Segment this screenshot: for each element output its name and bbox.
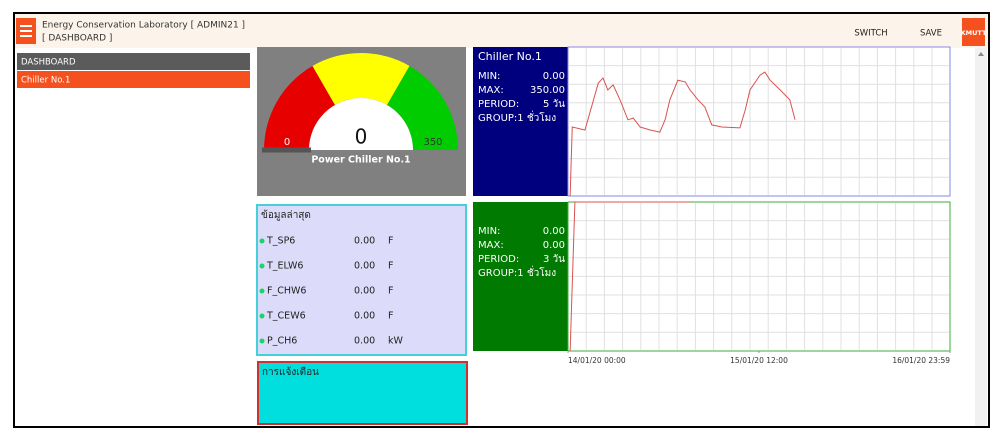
sidebar-item[interactable] <box>17 71 250 88</box>
menu-icon <box>20 25 32 37</box>
row-unit: F <box>388 311 393 322</box>
chart-info <box>473 47 568 196</box>
sidebar-header-text: DASHBOARD <box>21 58 76 68</box>
header-title: Energy Conservation Laboratory [ ADMIN21… <box>42 21 245 31</box>
stat-label: PERIOD: <box>478 254 519 265</box>
stat-value: 0.00 <box>543 240 565 251</box>
gauge-label: Power Chiller No.1 <box>311 155 410 166</box>
gauge-band <box>387 65 458 150</box>
stat-label: MAX: <box>478 240 504 251</box>
logo <box>962 18 985 46</box>
chart-group: GROUP:1 ชั่วโมง <box>478 265 556 279</box>
scrollbar[interactable] <box>975 48 987 426</box>
switch-label: SWITCH <box>854 29 887 39</box>
stat-label: MIN: <box>478 226 500 237</box>
gauge-max: 350 <box>423 137 442 148</box>
save-label: SAVE <box>920 29 942 39</box>
switch-button[interactable] <box>843 20 899 44</box>
row-name: T_CEW6 <box>266 311 306 322</box>
stat-label: PERIOD: <box>478 99 519 110</box>
status-dot <box>259 313 265 319</box>
alarm-panel <box>257 361 468 425</box>
header-bar <box>15 14 988 48</box>
row-value: 0.00 <box>354 336 375 347</box>
row-value: 0.00 <box>354 261 375 272</box>
latest-title: ข้อมูลล่าสุด <box>261 209 311 221</box>
row-name: T_ELW6 <box>266 261 303 272</box>
sidebar-header <box>17 53 250 70</box>
stat-value: 0.00 <box>543 226 565 237</box>
x-tick-label: 14/01/20 00:00 <box>568 356 626 365</box>
stat-label: MIN: <box>478 71 500 82</box>
row-value: 0.00 <box>354 311 375 322</box>
status-dot <box>259 238 265 244</box>
latest-panel <box>256 204 467 356</box>
stat-value: 5 วัน <box>543 99 565 110</box>
gauge-min: 0 <box>284 137 290 148</box>
chart-info <box>473 202 568 351</box>
row-value: 0.00 <box>354 286 375 297</box>
chart-line <box>569 201 691 352</box>
row-unit: F <box>388 236 393 247</box>
status-dot <box>259 338 265 344</box>
alarm-title: การแจ้งเตือน <box>262 366 319 378</box>
row-name: F_CHW6 <box>267 286 306 297</box>
chart-title: Chiller No.1 <box>478 50 542 63</box>
stat-value: 0.00 <box>543 71 565 82</box>
status-dot <box>259 263 265 269</box>
stat-value: 350.00 <box>530 85 565 96</box>
row-name: T_SP6 <box>266 236 295 247</box>
logo-text: KMUTT <box>961 29 987 37</box>
stat-value: 3 วัน <box>543 254 565 265</box>
gauge-value: 0 <box>355 125 368 149</box>
header-subtitle: [ DASHBOARD ] <box>42 34 112 44</box>
gauge-band <box>312 53 410 105</box>
status-dot <box>259 288 265 294</box>
x-tick-label: 15/01/20 12:00 <box>730 356 788 365</box>
row-unit: F <box>388 261 393 272</box>
chart-group: GROUP:1 ชั่วโมง <box>478 110 556 124</box>
chart-line <box>569 71 796 197</box>
x-tick-label: 16/01/20 23:59 <box>892 356 950 365</box>
save-button[interactable] <box>905 20 957 44</box>
row-name: P_CH6 <box>267 336 297 347</box>
row-unit: kW <box>388 336 404 347</box>
gauge-center <box>309 98 413 150</box>
row-value: 0.00 <box>354 236 375 247</box>
stat-label: MAX: <box>478 85 504 96</box>
row-unit: F <box>388 286 393 297</box>
gauge-band <box>264 65 335 150</box>
scroll-arrow[interactable] <box>978 52 984 56</box>
sidebar-item-text: Chiller No.1 <box>21 76 70 86</box>
